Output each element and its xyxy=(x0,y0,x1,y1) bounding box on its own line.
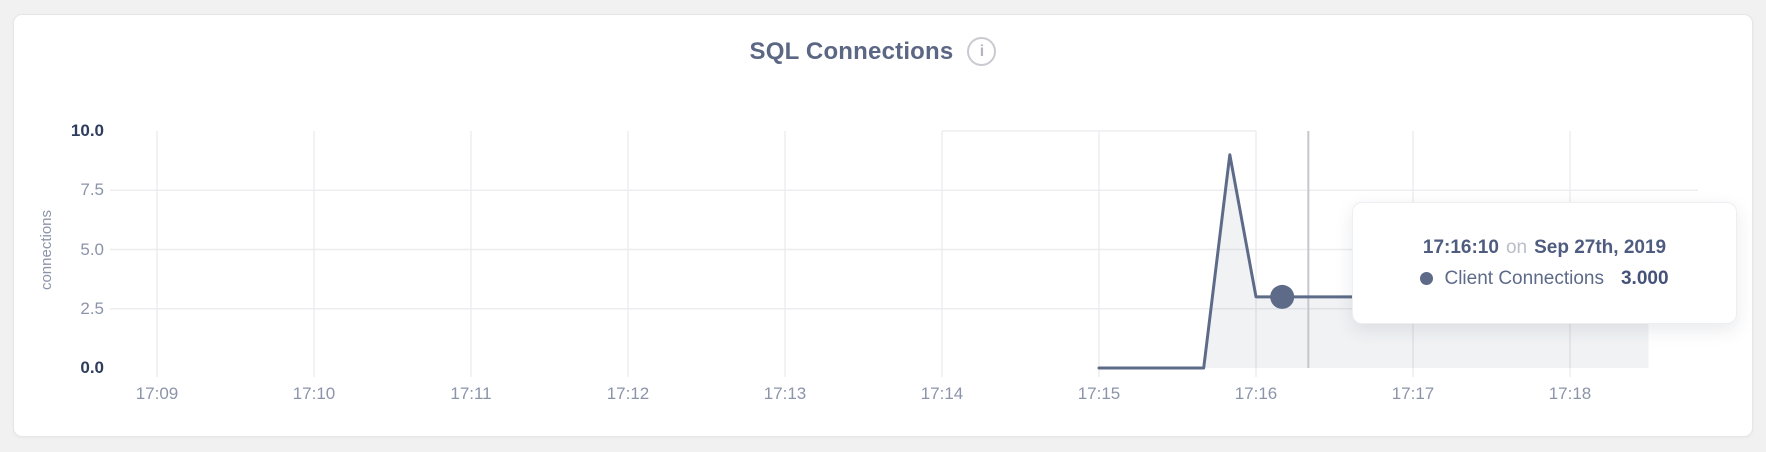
y-tick-label: 10.0 xyxy=(70,121,104,140)
x-tick-label: 17:17 xyxy=(1391,384,1435,403)
x-tick-label: 17:18 xyxy=(1548,384,1592,403)
y-tick-label: 2.5 xyxy=(80,299,104,318)
tooltip-series-label: Client Connections xyxy=(1444,267,1604,289)
chart-header: SQL Connections i xyxy=(3,37,1743,66)
tooltip-series-row: Client Connections 3.000 xyxy=(1420,267,1669,290)
y-tick-label: 0.0 xyxy=(80,358,104,377)
x-tick-label: 17:13 xyxy=(763,384,807,403)
x-tick-label: 17:12 xyxy=(606,384,650,403)
x-tick-label: 17:11 xyxy=(450,384,492,403)
tooltip-series-value: 3.000 xyxy=(1620,267,1669,289)
chart-tooltip: 17:16:10 on Sep 27th, 2019 Client Connec… xyxy=(1352,202,1737,324)
series-bullet-icon xyxy=(1420,272,1434,285)
hover-point-dot[interactable] xyxy=(1270,284,1295,309)
tooltip-time: 17:16:10 xyxy=(1422,236,1499,258)
chart-title: SQL Connections xyxy=(749,37,954,65)
x-tick-label: 17:14 xyxy=(920,384,964,403)
tooltip-date: Sep 27th, 2019 xyxy=(1534,236,1667,258)
tooltip-connector: on xyxy=(1505,236,1528,258)
x-tick-label: 17:16 xyxy=(1234,384,1278,403)
tooltip-timestamp: 17:16:10 on Sep 27th, 2019 xyxy=(1423,237,1666,259)
v-gridlines xyxy=(156,131,1571,377)
x-tick-label: 17:10 xyxy=(292,384,336,403)
info-icon[interactable]: i xyxy=(967,37,997,66)
info-icon-glyph: i xyxy=(979,42,985,60)
x-tick-label: 17:09 xyxy=(135,384,179,403)
x-tick-label: 17:15 xyxy=(1077,384,1121,403)
y-tick-label: 7.5 xyxy=(80,180,104,199)
y-tick-label: 5.0 xyxy=(80,240,104,259)
